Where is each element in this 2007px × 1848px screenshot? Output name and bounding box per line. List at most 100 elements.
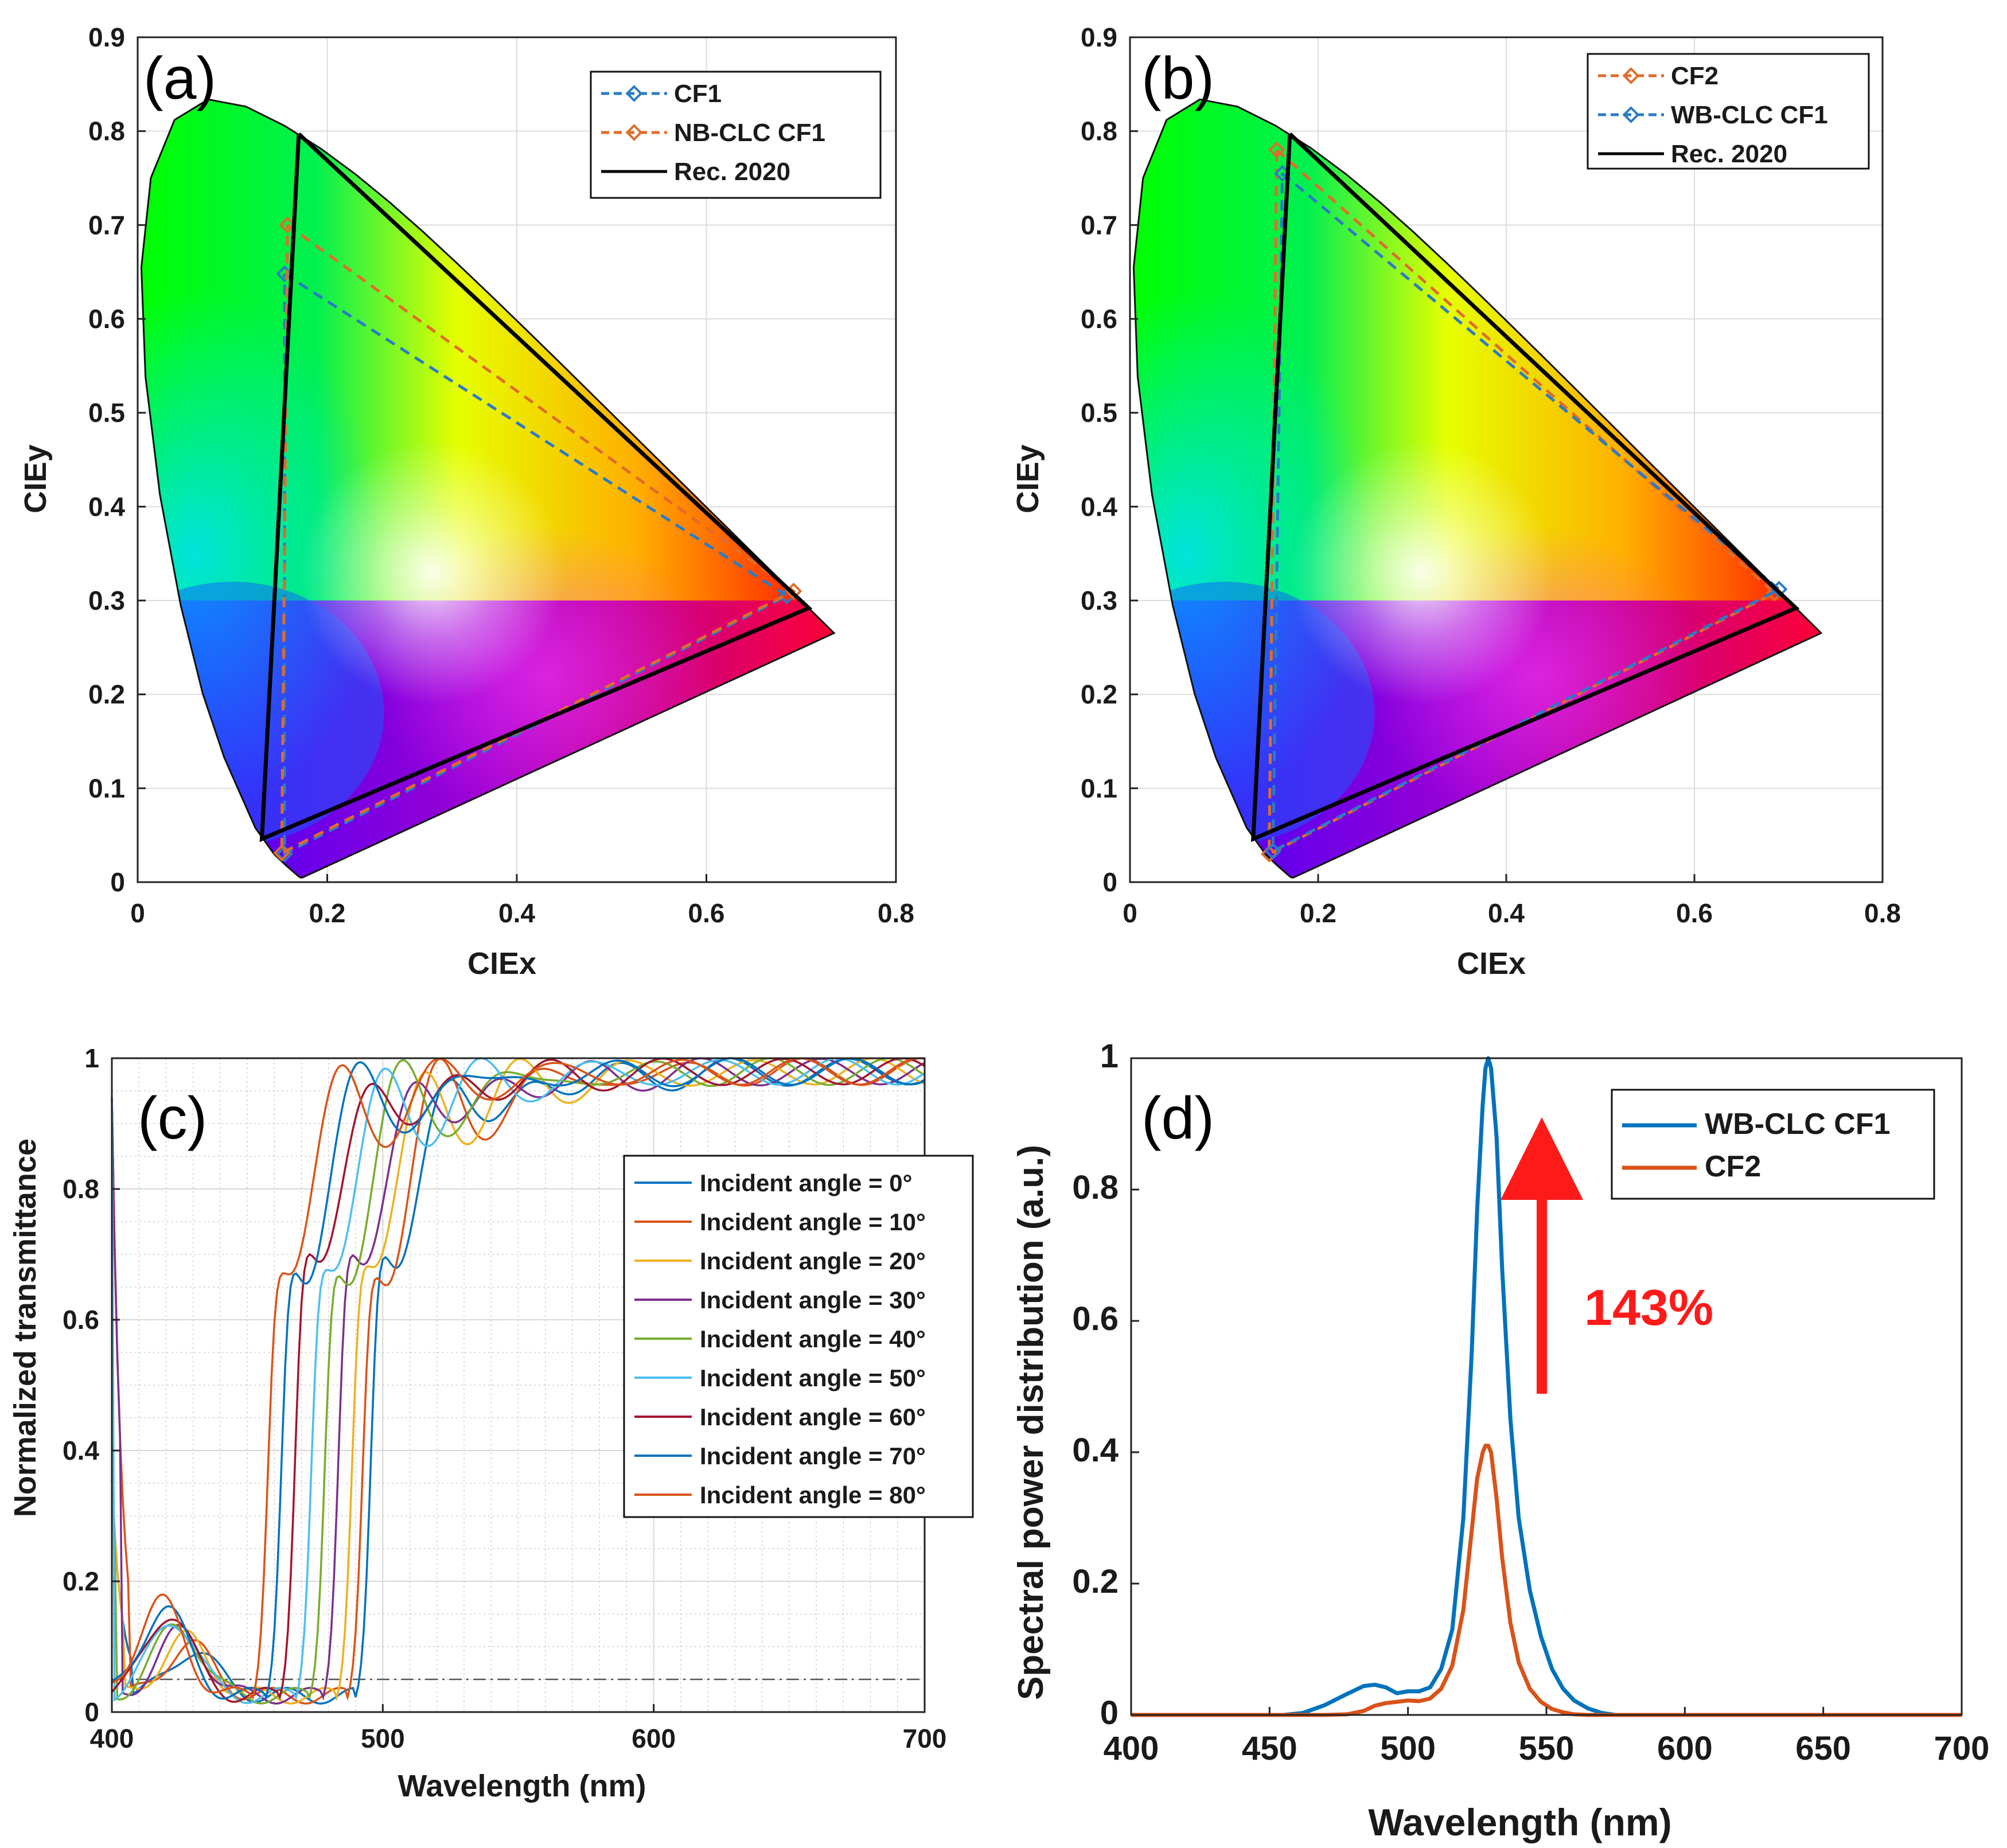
panel-b-legend: CF2 WB-CLC CF1 Rec. 2020 [1587, 53, 1870, 170]
y-tick-label: 0.4 [88, 492, 125, 521]
panel-a-xlabel: CIEx [467, 946, 536, 981]
x-tick-label: 650 [1795, 1730, 1851, 1767]
transmittance-curve [111, 1057, 925, 1705]
legend-label: Incident angle = 30° [700, 1286, 926, 1313]
x-tick-label: 600 [632, 1724, 676, 1753]
legend-label: WB-CLC CF1 [1705, 1108, 1891, 1141]
y-tick-label: 0.5 [88, 398, 125, 428]
x-tick-label: 0.4 [498, 898, 535, 928]
panel-c-legend: Incident angle = 0° Incident angle = 10° I… [623, 1155, 974, 1518]
panel-c-label: (c) [138, 1085, 207, 1152]
y-tick-label: 0.8 [1081, 116, 1117, 146]
diamond-marker [1622, 67, 1640, 84]
diamond-marker [1260, 845, 1278, 863]
y-tick-label: 0.3 [1081, 586, 1117, 615]
diamond-marker [625, 85, 643, 102]
diamond-marker [1622, 106, 1640, 123]
panel-a-ylabel: CIEy [18, 445, 53, 513]
y-tick-label: 0.2 [88, 680, 125, 709]
x-tick-label: 600 [1657, 1730, 1713, 1767]
panel-c-ylabel: Normalized transmittance [8, 1139, 42, 1517]
panel-a-series [259, 132, 813, 863]
y-tick-label: 0 [84, 1697, 99, 1727]
legend-label: WB-CLC CF1 [1671, 101, 1828, 129]
y-tick-label: 0.1 [1081, 773, 1117, 803]
panel-b-series [1251, 132, 1800, 863]
legend-label: Incident angle = 50° [700, 1364, 926, 1391]
panel-c-series [111, 1057, 925, 1705]
legend-label: Incident angle = 60° [700, 1403, 926, 1430]
y-tick-label: 0.1 [88, 773, 125, 803]
panel-d-series [1131, 1056, 1962, 1717]
transmittance-curve [111, 1057, 925, 1700]
panel-d-legend: WB-CLC CF1 CF2 [1611, 1089, 1935, 1200]
x-tick-label: 0 [130, 898, 145, 928]
legend-label: Incident angle = 70° [700, 1442, 926, 1469]
panel-a-label: (a) [143, 45, 216, 112]
spectrum-line [1131, 1056, 1962, 1717]
y-tick-label: 0.9 [1081, 22, 1117, 52]
panel-d-xlabel: Wavelength (nm) [1368, 1801, 1671, 1843]
x-tick-label: 0.6 [688, 898, 725, 928]
legend-label: CF2 [1705, 1150, 1761, 1183]
legend-label: Incident angle = 40° [700, 1325, 926, 1352]
y-tick-label: 0.2 [1081, 680, 1117, 709]
panel-b-cie-chart: 0 0.2 0.4 0.6 0.8 0 0.1 0.2 0.3 0.4 0.5 0.6 0.7 0.8 0.… [1011, 22, 1901, 981]
panel-b-ticks: 0 0.2 0.4 0.6 0.8 0 0.1 0.2 0.3 0.4 0.5 0.6 0.7 0.8 0.… [1081, 22, 1901, 928]
panel-b-xlabel: CIEx [1457, 946, 1526, 981]
series-line [1251, 132, 1800, 843]
transmittance-curve [111, 1057, 925, 1701]
diamond-marker [276, 265, 293, 283]
legend-label: Incident angle = 20° [700, 1247, 926, 1274]
panel-c-transmittance-chart: 400 500 600 700 0 0.2 0.4 0.6 0.8 1 Wavelength (n… [8, 1043, 974, 1803]
legend-box [1611, 1089, 1935, 1200]
legend-label: Rec. 2020 [1671, 140, 1787, 168]
y-tick-label: 0.6 [1081, 304, 1117, 334]
panel-d-annotation: 143% [1584, 1279, 1713, 1336]
panel-d-spectral-power-chart: 400 450 500 550 600 650 700 0 0.2 0.4 0.6 0.8 1 Wave… [1011, 1038, 1989, 1843]
panel-a-ticks: 0 0.2 0.4 0.6 0.8 0 0.1 0.2 0.3 0.4 0.5 0.6 0.7 0.8 0.… [88, 22, 914, 928]
y-tick-label: 0.4 [1072, 1432, 1119, 1469]
x-tick-label: 400 [1104, 1730, 1159, 1767]
y-tick-label: 0.2 [1072, 1563, 1119, 1600]
x-tick-label: 0.6 [1676, 898, 1713, 928]
diamond-marker [1264, 843, 1282, 860]
panel-d-ylabel: Spectral power distribution (a.u.) [1011, 1145, 1051, 1700]
x-tick-label: 0 [1123, 898, 1137, 928]
y-tick-label: 0.7 [1081, 210, 1117, 240]
y-tick-label: 0.6 [88, 304, 125, 334]
x-tick-label: 0.2 [309, 898, 346, 928]
legend-label: Incident angle = 80° [700, 1481, 926, 1508]
x-tick-label: 700 [903, 1724, 947, 1753]
y-tick-label: 0.8 [63, 1174, 99, 1204]
y-tick-label: 1 [1100, 1038, 1119, 1075]
transmittance-curve [111, 1057, 925, 1705]
y-tick-label: 1 [84, 1043, 99, 1073]
panel-a-cie-chart: 0 0.2 0.4 0.6 0.8 0 0.1 0.2 0.3 0.4 0.5 0.6 0.7 0.8 0.… [18, 22, 914, 981]
x-tick-label: 0.8 [878, 898, 914, 928]
y-tick-label: 0.6 [63, 1305, 99, 1335]
x-tick-label: 550 [1519, 1730, 1575, 1767]
x-tick-label: 500 [361, 1724, 405, 1753]
legend-label: CF2 [1671, 62, 1718, 90]
y-tick-label: 0 [1102, 867, 1117, 897]
diamond-marker [279, 216, 296, 234]
x-tick-label: 700 [1934, 1730, 1990, 1767]
y-tick-label: 0.5 [1081, 398, 1117, 428]
y-tick-label: 0.2 [63, 1566, 99, 1596]
panel-c-ticks: 400 500 600 700 0 0.2 0.4 0.6 0.8 1 [63, 1043, 946, 1753]
y-tick-label: 0.7 [88, 210, 125, 240]
diamond-marker [276, 845, 293, 863]
legend-label: NB-CLC CF1 [674, 119, 825, 147]
legend-label: CF1 [674, 80, 722, 108]
panel-a-legend: CF1 NB-CLC CF1 Rec. 2020 [590, 71, 882, 199]
series-line [1271, 172, 1782, 854]
diamond-marker [273, 844, 291, 862]
diamond-marker [625, 124, 643, 141]
x-tick-label: 0.8 [1864, 898, 1901, 928]
panel-b-ylabel: CIEy [1011, 445, 1045, 513]
y-tick-label: 0.8 [1072, 1169, 1119, 1206]
legend-label: Incident angle = 10° [700, 1208, 926, 1235]
x-tick-label: 400 [90, 1724, 134, 1753]
